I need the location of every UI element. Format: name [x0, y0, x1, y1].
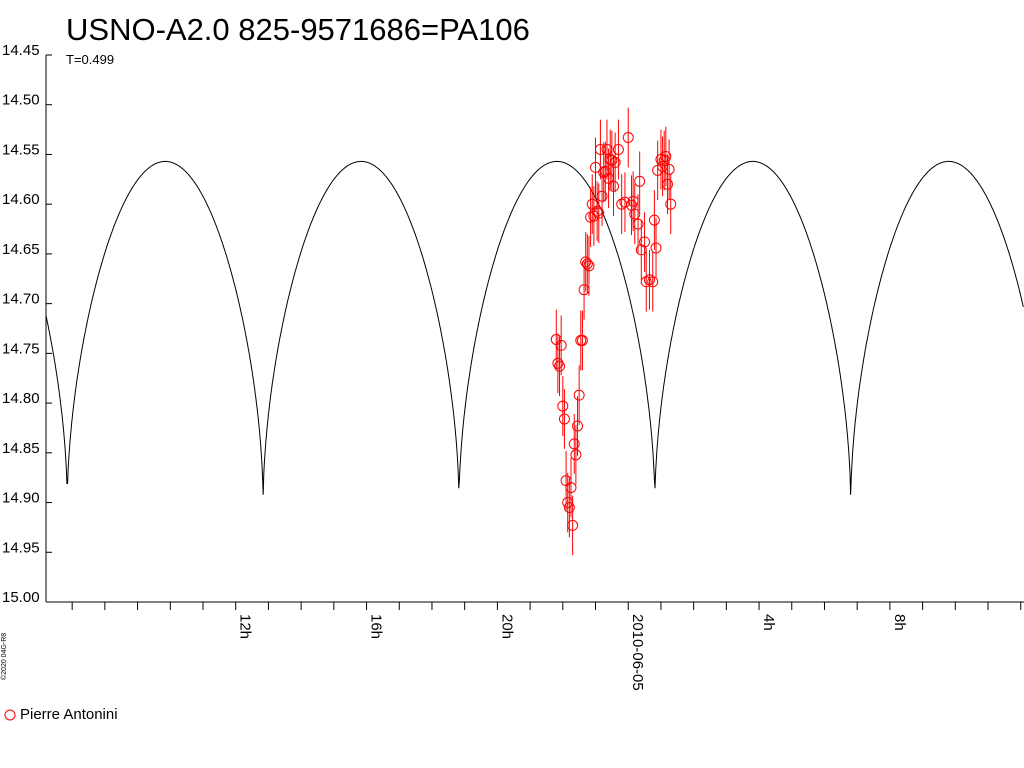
legend-marker-icon — [4, 709, 16, 721]
data-point — [555, 339, 567, 351]
data-point — [563, 502, 575, 514]
data-point — [606, 154, 618, 166]
x-tick-label: 2010-06-05 — [629, 614, 646, 691]
data-point — [581, 258, 593, 270]
data-point — [663, 163, 675, 175]
y-tick-label: 14.80 — [2, 390, 40, 407]
chart-subtitle: T=0.499 — [66, 52, 114, 67]
data-point — [596, 190, 608, 202]
data-point — [557, 400, 569, 412]
model-light-curve — [45, 160, 1024, 495]
data-point — [643, 274, 655, 286]
y-tick-label: 14.90 — [2, 490, 40, 507]
y-tick-label: 14.45 — [2, 42, 40, 59]
data-point — [580, 256, 592, 268]
copyright-text: ©2020 04G-R8 — [0, 633, 8, 680]
y-tick-label: 14.95 — [2, 539, 40, 556]
data-point — [593, 207, 605, 219]
x-tick-label: 12h — [1022, 614, 1024, 639]
data-point — [608, 180, 620, 192]
data-point — [567, 519, 579, 531]
data-point — [648, 214, 660, 226]
data-point — [647, 276, 659, 288]
data-point — [558, 413, 570, 425]
data-point — [661, 178, 673, 190]
x-tick-label: 8h — [891, 614, 908, 631]
data-point — [583, 260, 595, 272]
y-tick-label: 15.00 — [2, 589, 40, 606]
data-point — [640, 276, 652, 288]
data-point — [635, 244, 647, 256]
y-tick-label: 14.70 — [2, 291, 40, 308]
data-point — [622, 132, 634, 144]
y-tick-label: 14.85 — [2, 440, 40, 457]
y-tick-label: 14.65 — [2, 241, 40, 258]
y-tick-label: 14.75 — [2, 340, 40, 357]
data-point — [639, 236, 651, 248]
data-point — [552, 357, 564, 369]
data-point — [612, 143, 624, 155]
data-points — [550, 107, 677, 556]
y-tick-label: 14.55 — [2, 141, 40, 158]
data-point — [665, 198, 677, 210]
y-tick-label: 14.50 — [2, 92, 40, 109]
legend: Pierre Antonini — [4, 706, 118, 723]
data-point — [609, 156, 621, 168]
data-point — [576, 334, 588, 346]
y-axis-ticks: 14.45 14.50 14.55 14.60 14.65 14.70 14.75 14.80… — [2, 42, 52, 606]
data-point — [660, 150, 672, 162]
data-point — [568, 438, 580, 450]
data-point — [572, 420, 584, 432]
x-tick-label: 4h — [760, 614, 777, 631]
data-point — [632, 218, 644, 230]
legend-label: Pierre Antonini — [20, 706, 118, 723]
data-point — [629, 208, 641, 220]
x-tick-label: 20h — [498, 614, 515, 639]
data-point — [634, 175, 646, 187]
data-point — [565, 482, 577, 494]
data-point — [554, 360, 566, 372]
data-point — [619, 196, 631, 208]
chart-title: USNO-A2.0 825-9571686=PA106 — [66, 12, 530, 47]
x-tick-label: 12h — [237, 614, 254, 639]
data-point — [570, 449, 582, 461]
x-axis-ticks: 12h 16h 20h 2010-06-05 4h 8h 12h — [71, 602, 1024, 691]
x-tick-label: 16h — [368, 614, 385, 639]
data-point — [650, 242, 662, 254]
y-tick-label: 14.60 — [2, 191, 40, 208]
data-point — [573, 389, 585, 401]
